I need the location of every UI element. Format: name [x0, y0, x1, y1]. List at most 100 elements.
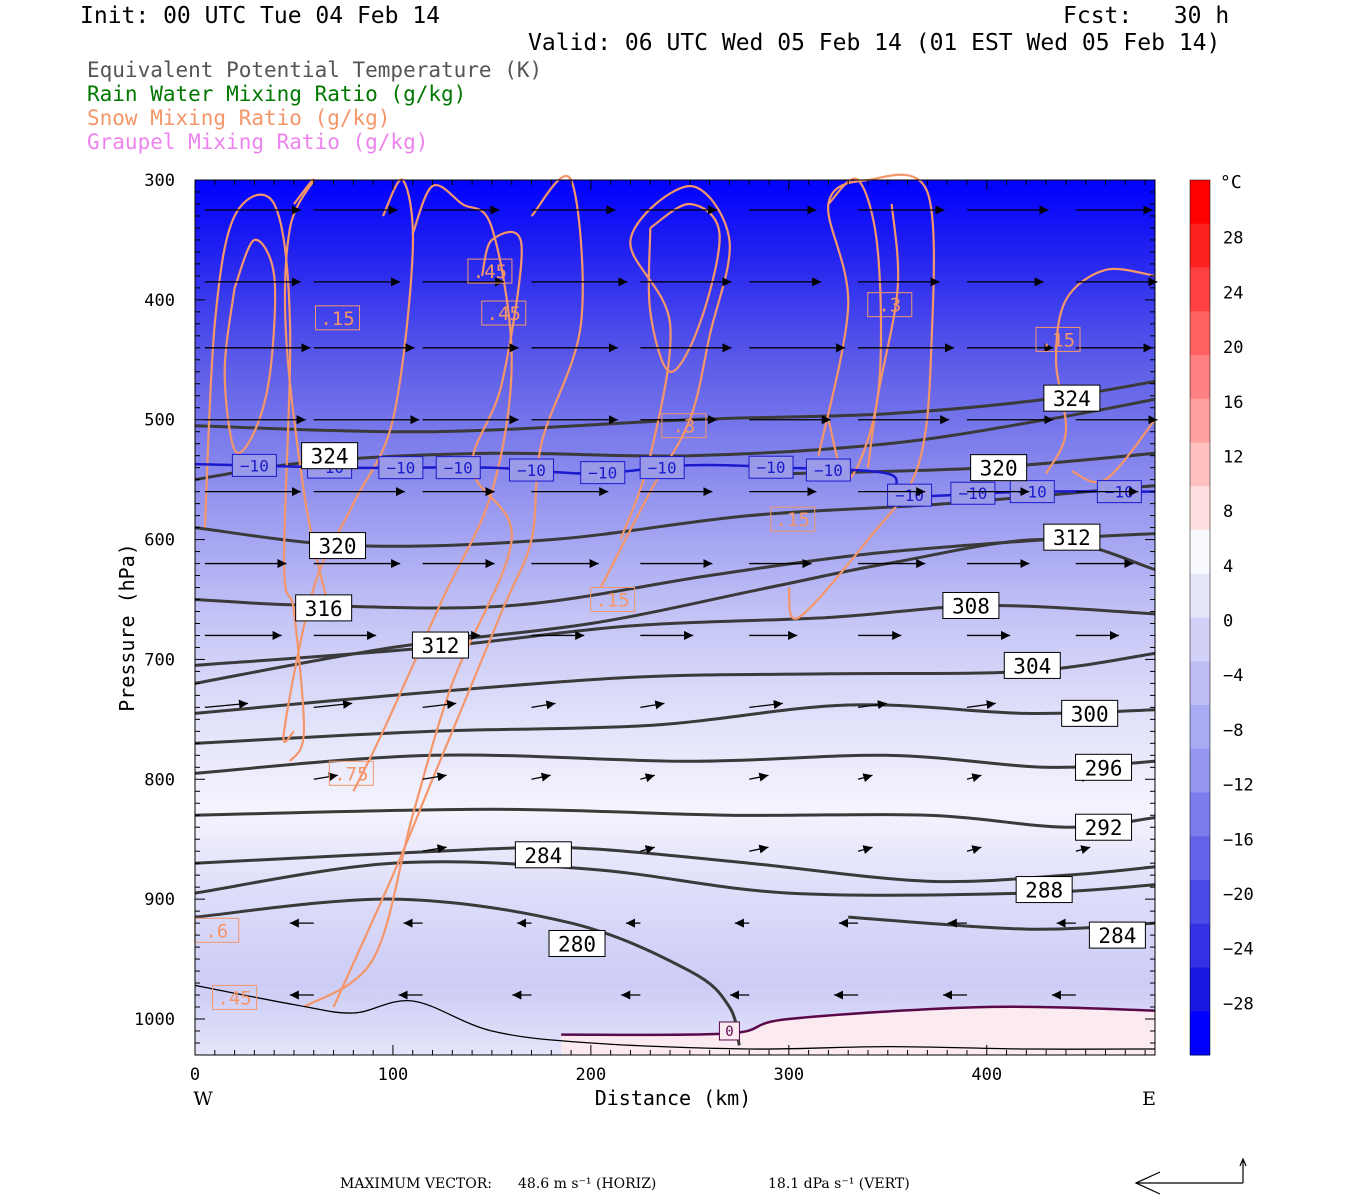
- snow-label: .15: [776, 509, 810, 531]
- isotherm-label-box: [639, 456, 685, 480]
- theta-e-label-box: [1043, 523, 1101, 551]
- colorbar-swatch: [1190, 267, 1210, 312]
- isotherm-label-box: [435, 456, 481, 480]
- colorbar-label: 4: [1223, 557, 1233, 577]
- isotherm-label: −10: [757, 458, 786, 477]
- init-time: Init: 00 UTC Tue 04 Feb 14: [80, 3, 441, 29]
- theta-e-label: 284: [1098, 924, 1136, 948]
- colorbar-label: −4: [1223, 666, 1243, 686]
- snow-label: .15: [595, 590, 629, 612]
- x-tick-label: 100: [378, 1065, 409, 1085]
- colorbar-swatch: [1190, 836, 1210, 881]
- isotherm-label: −10: [386, 459, 415, 478]
- theta-e-label-box: [1015, 876, 1073, 904]
- colorbar-label: 24: [1223, 283, 1243, 303]
- theta-e-label: 280: [558, 932, 596, 956]
- snow-label: .15: [1041, 329, 1075, 351]
- x-tick-label: 400: [971, 1065, 1002, 1085]
- warm-layer: [561, 1005, 1156, 1055]
- snow-contour: [787, 173, 936, 620]
- snow-label-box: [467, 258, 513, 284]
- colorbar-label: 12: [1223, 447, 1243, 467]
- theta-e-label: 312: [421, 634, 459, 658]
- colorbar-label: −28: [1223, 994, 1254, 1014]
- snow-label-box: [590, 587, 636, 612]
- wind-vector: [966, 773, 982, 783]
- plot-frame: [194, 179, 1156, 1056]
- y-tick-label: 300: [144, 171, 175, 191]
- snow-label: .75: [334, 763, 368, 785]
- snow-label: .45: [487, 303, 521, 325]
- theta-e-label: 320: [319, 535, 357, 559]
- max-vector-horiz: 48.6 m s⁻¹ (HORIZ): [518, 1176, 657, 1192]
- isotherm-label: −10: [588, 464, 617, 483]
- theta-e-label-box: [1003, 651, 1061, 679]
- isotherm-label-box: [580, 461, 626, 485]
- theta-e-label-box: [411, 631, 469, 659]
- theta-e-label: 292: [1085, 816, 1123, 840]
- wind-vector: [422, 772, 447, 782]
- wind-vector: [749, 699, 783, 709]
- colorbar-swatch: [1190, 661, 1210, 706]
- snow-label: .3: [672, 416, 695, 438]
- theta-e-contour-312: [194, 538, 1156, 685]
- theta-e-label-box: [1075, 813, 1133, 841]
- colorbar-swatch: [1190, 923, 1210, 968]
- wind-vector: [531, 700, 556, 710]
- forecast-hour: Fcst: 30 h: [1063, 3, 1230, 29]
- y-tick-label: 900: [144, 890, 175, 910]
- contour-labels: 324 324 320 320 316 312 312 308 304 300 296 292 284 2…: [194, 258, 1146, 1041]
- colorbar-swatch: [1190, 880, 1210, 925]
- theta-e-label: 304: [1013, 654, 1051, 678]
- theta-e-contour-296: [194, 753, 1156, 775]
- snow-contour: [647, 202, 721, 373]
- y-tick-label: 400: [144, 291, 175, 311]
- theta-e-label-box: [942, 591, 1000, 619]
- theta-e-contour-292: [194, 807, 1156, 829]
- max-vector-vert: 18.1 dPa s⁻¹ (VERT): [768, 1176, 910, 1192]
- wind-vector: [422, 844, 447, 854]
- theta-e-label-box: [1043, 384, 1101, 412]
- theta-e-label: 296: [1085, 756, 1123, 780]
- colorbar-swatch: [1190, 530, 1210, 575]
- isotherm-label: −10: [517, 461, 546, 480]
- wind-vector: [640, 773, 655, 783]
- snow-label: .3: [878, 295, 901, 317]
- reference-arrows: [1134, 1157, 1247, 1195]
- snow-label-box: [481, 300, 527, 326]
- colorbar-label: 20: [1223, 338, 1243, 358]
- snow-contour: [352, 183, 513, 792]
- zero-label: 0: [725, 1024, 733, 1040]
- theta-e-label: 324: [311, 445, 349, 469]
- theta-e-label: 320: [980, 457, 1018, 481]
- colorbar-label: −20: [1223, 885, 1254, 905]
- theta-e-contour-300: [194, 703, 1156, 745]
- terrain-line: [194, 984, 1156, 1050]
- theta-e-label-box: [548, 929, 606, 957]
- snow-label-box: [770, 506, 816, 532]
- theta-e-label-box: [295, 594, 353, 622]
- colorbar-swatch: [1190, 748, 1210, 793]
- colorbar-label: −24: [1223, 940, 1254, 960]
- wind-vector: [749, 772, 769, 782]
- snow-contour: [332, 175, 584, 1008]
- legend-snow: Snow Mixing Ratio (g/kg): [87, 106, 391, 130]
- isotherm-label-box: [378, 456, 424, 480]
- snow-contour: [1045, 267, 1156, 475]
- x-tick-label: 300: [773, 1065, 804, 1085]
- valid-time: Valid: 06 UTC Wed 05 Feb 14 (01 EST Wed …: [528, 30, 1221, 56]
- x-tick-label: 0: [190, 1065, 200, 1085]
- wind-vector: [857, 845, 873, 855]
- y-tick-label: 1000: [134, 1010, 175, 1030]
- colorbar-swatch: [1190, 486, 1210, 531]
- colorbar-label: 0: [1223, 612, 1233, 632]
- snow-label: .45: [217, 987, 251, 1009]
- colorbar-swatch: [1190, 573, 1210, 618]
- colorbar-swatch: [1190, 398, 1210, 443]
- isotherm-label-box: [508, 458, 554, 482]
- colorbar-swatch: [1190, 180, 1210, 225]
- wind-vector: [858, 700, 887, 710]
- isotherm-label: −10: [814, 461, 843, 480]
- isotherm-label: −10: [958, 484, 987, 503]
